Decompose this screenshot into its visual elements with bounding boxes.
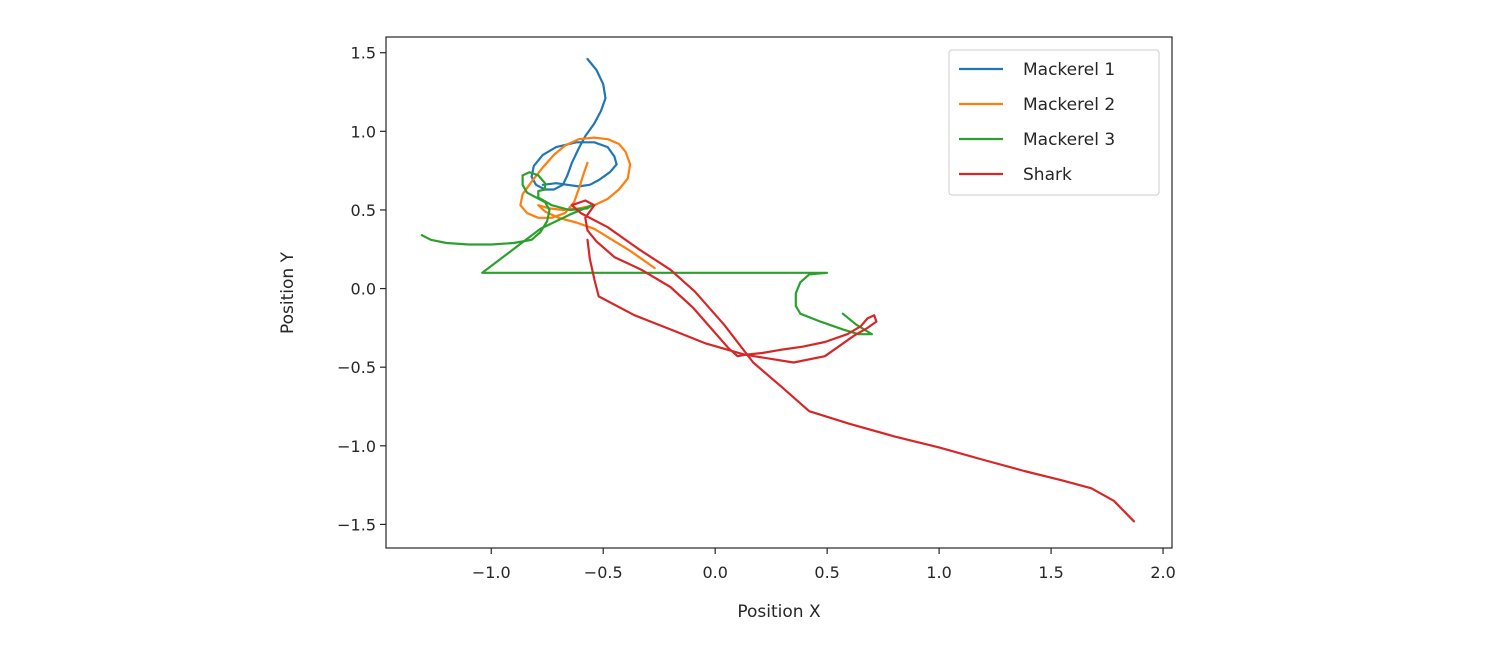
legend-box bbox=[948, 49, 1160, 196]
y-tick-marks bbox=[380, 52, 386, 526]
x-tick-label: −0.5 bbox=[584, 563, 623, 582]
plot-frame bbox=[385, 36, 1173, 549]
x-tick-label: 0.0 bbox=[702, 563, 727, 582]
y-tick-label: −1.5 bbox=[337, 515, 376, 534]
series-line-shark bbox=[570, 199, 1135, 523]
y-tick-label: 0.0 bbox=[351, 280, 376, 299]
series-lines bbox=[420, 57, 1135, 523]
y-tick-labels: 1.5 1.0 0.5 0.0 −0.5 −1.0 −1.5 bbox=[337, 44, 376, 535]
series-line-mackerel-1 bbox=[530, 57, 618, 191]
x-tick-label: −1.0 bbox=[472, 563, 511, 582]
x-axis-label: Position X bbox=[737, 602, 821, 622]
legend-label: Mackerel 1 bbox=[1023, 60, 1115, 80]
series-line-mackerel-3 bbox=[420, 171, 873, 336]
legend-label: Shark bbox=[1023, 165, 1072, 185]
y-axis-label: Position Y bbox=[278, 251, 298, 334]
x-tick-labels: −1.0 −0.5 0.0 0.5 1.0 1.5 2.0 bbox=[472, 563, 1176, 582]
x-tick-label: 0.5 bbox=[814, 563, 839, 582]
x-tick-marks bbox=[490, 548, 1164, 554]
x-tick-label: 1.0 bbox=[926, 563, 951, 582]
y-tick-label: 1.5 bbox=[351, 44, 376, 63]
x-tick-label: 1.5 bbox=[1038, 563, 1063, 582]
legend: Mackerel 1 Mackerel 2 Mackerel 3 Shark bbox=[948, 49, 1160, 196]
y-tick-label: 0.5 bbox=[351, 201, 376, 220]
y-tick-label: −1.0 bbox=[337, 437, 376, 456]
legend-label: Mackerel 2 bbox=[1023, 95, 1115, 115]
y-tick-label: 1.0 bbox=[351, 122, 376, 141]
x-tick-label: 2.0 bbox=[1150, 563, 1175, 582]
legend-label: Mackerel 3 bbox=[1023, 130, 1115, 150]
y-tick-label: −0.5 bbox=[337, 358, 376, 377]
